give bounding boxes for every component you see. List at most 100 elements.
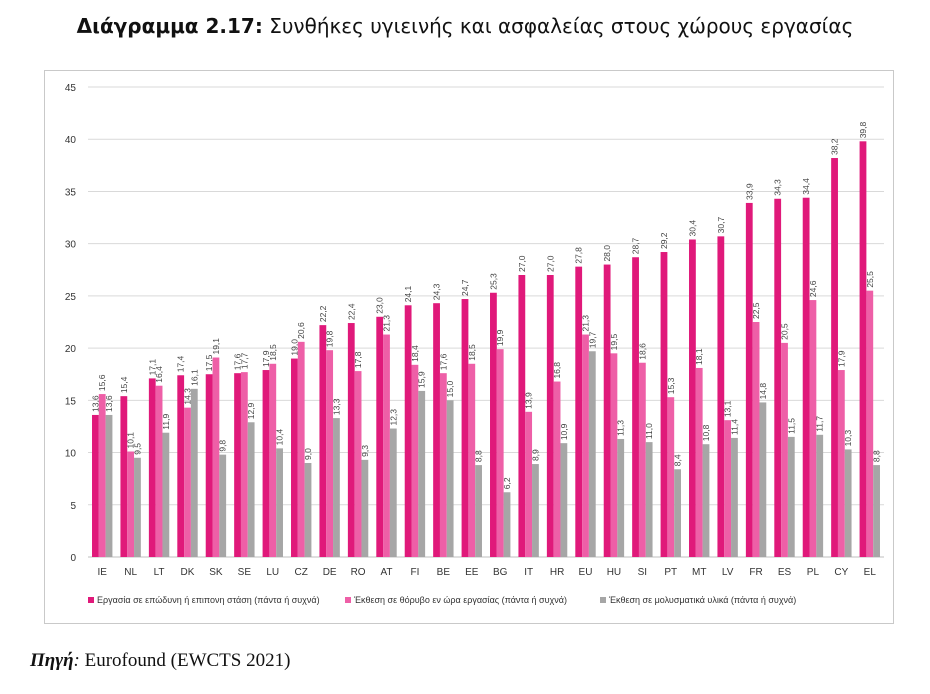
- bar-chart: 0 5 10 15 20 25 30 35 40 45 13,6 15,6 13,6 IE 15,4 10,1…: [65, 83, 884, 605]
- data-label: 24,1: [403, 285, 413, 302]
- data-label: 15,9: [417, 371, 427, 388]
- data-label: 23,0: [375, 297, 385, 314]
- bar-s1: [689, 239, 696, 557]
- bar-s2: [837, 370, 845, 557]
- data-label: 10,4: [275, 429, 285, 446]
- bar-s2: [297, 341, 305, 557]
- data-label: 17,6: [233, 353, 243, 370]
- bar-s3: [162, 432, 170, 557]
- bar-s2: [866, 290, 874, 557]
- bar-s3: [759, 402, 767, 557]
- data-label: 20,5: [780, 323, 790, 340]
- data-label: 11,0: [644, 423, 654, 439]
- x-tick-label: HU: [607, 567, 621, 578]
- bar-s1: [774, 198, 782, 557]
- bar-s1: [234, 373, 241, 557]
- bar-s2: [638, 362, 646, 557]
- bar-s1: [603, 264, 611, 557]
- data-label: 22,2: [318, 305, 328, 322]
- data-label: 29,2: [659, 232, 669, 249]
- bar-s3: [276, 448, 283, 557]
- bar-s3: [503, 492, 511, 557]
- data-label: 18,5: [467, 344, 477, 361]
- data-label: 10,9: [559, 423, 569, 440]
- bar-s2: [752, 322, 760, 557]
- bar-s3: [190, 388, 198, 557]
- data-label: 28,0: [602, 245, 612, 262]
- x-tick-label: DK: [181, 567, 195, 578]
- bar-s1: [319, 325, 327, 557]
- data-label: 19,0: [289, 339, 299, 356]
- data-label: 19,5: [609, 334, 619, 351]
- data-label: 10,8: [701, 424, 711, 441]
- y-tick-label: 15: [65, 396, 77, 407]
- bar-s1: [490, 292, 497, 557]
- data-label: 8,8: [872, 450, 882, 462]
- source-note: Πηγή: Eurofound (EWCTS 2021): [30, 650, 290, 672]
- bar-s2: [98, 394, 106, 557]
- x-tick-label: MT: [692, 567, 706, 578]
- data-label: 14,8: [758, 383, 768, 400]
- x-tick-label: HR: [550, 567, 564, 578]
- source-label: Πηγή: [30, 650, 74, 671]
- x-tick-label: BG: [493, 567, 508, 578]
- bar-s3: [844, 449, 852, 557]
- data-label: 19,9: [495, 329, 505, 346]
- bar-s3: [134, 457, 141, 557]
- data-label: 30,4: [687, 220, 697, 237]
- bar-s1: [433, 303, 440, 557]
- data-label: 11,9: [161, 414, 171, 430]
- data-label: 17,1: [147, 359, 157, 376]
- data-label: 11,3: [616, 420, 626, 436]
- data-label: 16,1: [189, 369, 199, 386]
- x-tick-label: IT: [524, 567, 533, 578]
- data-label: 18,6: [637, 343, 647, 360]
- data-label: 9,8: [218, 440, 228, 452]
- data-label: 17,7: [239, 352, 249, 369]
- legend-label: Έκθεση σε θόρυβο εν ώρα εργασίας (πάντα …: [353, 595, 567, 605]
- data-label: 9,3: [360, 445, 370, 457]
- data-label: 13,6: [90, 395, 100, 412]
- x-tick-label: LU: [266, 567, 279, 578]
- data-label: 15,6: [97, 374, 107, 391]
- data-label: 21,3: [382, 315, 392, 332]
- x-tick-label: CY: [834, 567, 848, 578]
- bar-s2: [354, 371, 362, 557]
- legend-label: Έκθεση σε μολυσματικά υλικά (πάντα ή συχ…: [608, 595, 796, 605]
- bar-s2: [326, 350, 334, 557]
- bar-s3: [674, 469, 681, 557]
- bar-s1: [376, 316, 384, 557]
- y-tick-label: 10: [65, 449, 77, 460]
- bar-s3: [105, 414, 113, 557]
- bar-s2: [240, 372, 248, 557]
- bar-s2: [582, 334, 589, 557]
- bar-s3: [475, 465, 482, 557]
- bar-s1: [859, 141, 867, 558]
- bar-s3: [787, 436, 795, 557]
- x-tick-label: SE: [238, 567, 252, 578]
- bar-s1: [802, 197, 810, 557]
- x-tick-label: LT: [154, 567, 165, 578]
- bar-s3: [873, 465, 880, 557]
- data-label: 17,6: [438, 353, 448, 370]
- bar-s3: [446, 400, 454, 557]
- data-label: 19,8: [325, 330, 335, 347]
- data-label: 17,9: [261, 350, 271, 367]
- data-label: 11,4: [729, 419, 739, 435]
- x-tick-label: SI: [638, 567, 647, 578]
- data-label: 24,6: [808, 280, 818, 297]
- bar-s1: [291, 358, 298, 557]
- data-label: 8,8: [474, 450, 484, 462]
- bar-s2: [809, 300, 817, 557]
- data-label: 34,3: [773, 179, 783, 196]
- bar-s2: [127, 451, 135, 557]
- data-label: 6,2: [502, 477, 512, 489]
- legend-label: Εργασία σε επώδυνη ή επιπονη στάση (πάντ…: [97, 595, 320, 605]
- bar-s2: [468, 363, 476, 557]
- x-tick-label: LV: [722, 567, 734, 578]
- bar-s2: [610, 353, 618, 557]
- x-tick-label: NL: [124, 567, 137, 578]
- x-tick-label: SK: [209, 567, 223, 578]
- x-tick-label: FI: [410, 567, 419, 578]
- bar-s2: [724, 420, 732, 557]
